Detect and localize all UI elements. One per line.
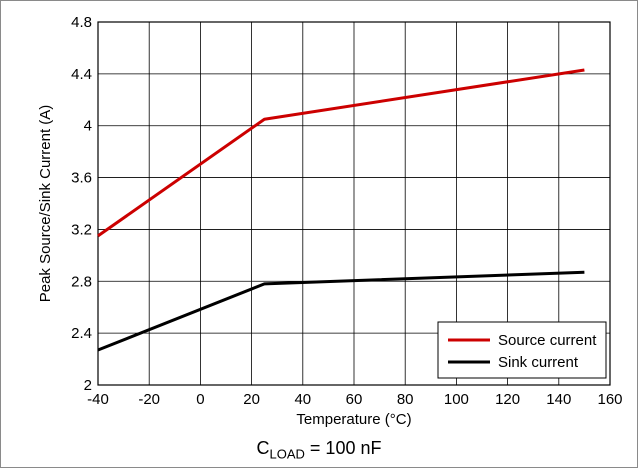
y-tick-label-3: 3.2 (71, 221, 92, 238)
legend: Source current Sink current (437, 321, 607, 379)
legend-box (437, 321, 607, 379)
series-line-source-current (97, 68, 585, 238)
caption-rest: = 100 nF (304, 438, 382, 458)
y-tick-label-0: 2 (84, 377, 92, 394)
x-axis-label: Temperature (°C) (296, 411, 411, 428)
caption-main: C (256, 438, 270, 458)
x-tick-label-10: 160 (597, 391, 622, 408)
caption-subscript: LOAD (269, 446, 305, 462)
y-axis-label: Peak Source/Sink Current (A) (37, 105, 54, 303)
series-line-sink-current (97, 270, 585, 352)
y-tick-label-4: 3.6 (71, 170, 92, 187)
legend-label-0: Source current (498, 332, 597, 349)
x-tick-label-4: 40 (294, 391, 311, 408)
chart-caption: CLOAD = 100 nF (0, 438, 638, 462)
x-tick-labels: -40 -20 0 20 40 60 80 100 120 140 160 (87, 391, 622, 408)
y-tick-label-7: 4.8 (71, 14, 92, 31)
y-tick-label-6: 4.4 (71, 66, 92, 83)
legend-label-1: Sink current (498, 354, 579, 371)
x-tick-label-2: 0 (196, 391, 204, 408)
x-tick-label-5: 60 (346, 391, 363, 408)
x-tick-label-8: 120 (495, 391, 520, 408)
x-tick-label-0: -40 (87, 391, 109, 408)
x-tick-label-7: 100 (444, 391, 469, 408)
x-tick-label-6: 80 (397, 391, 414, 408)
y-tick-label-5: 4 (84, 118, 92, 135)
plot-area-border (97, 21, 611, 386)
y-tick-labels: 2 2.4 2.8 3.2 3.6 4 4.4 4.8 (71, 14, 92, 394)
y-tick-label-1: 2.4 (71, 325, 92, 342)
y-tick-label-2: 2.8 (71, 273, 92, 290)
series-layer (97, 68, 585, 352)
x-tick-label-3: 20 (243, 391, 260, 408)
x-tick-label-9: 140 (546, 391, 571, 408)
x-tick-label-1: -20 (138, 391, 160, 408)
